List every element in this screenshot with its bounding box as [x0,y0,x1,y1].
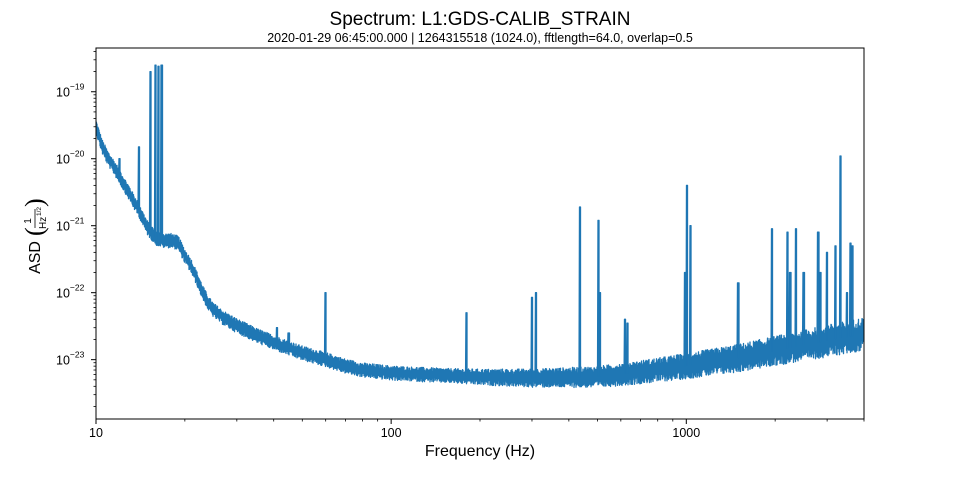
y-tick-label: 10−23 [56,350,85,368]
y-axis-label-denominator: Hz [38,217,49,229]
asd-series-line [96,64,864,389]
y-tick-label: 10−19 [56,82,85,100]
x-tick-label: 1000 [672,426,700,440]
y-axis: 10−19 10−20 10−21 10−22 10−23 [56,51,96,407]
plot-area [95,47,865,420]
chart-title: Spectrum: L1:GDS-CALIB_STRAIN [330,9,631,30]
y-tick-label: 10−22 [56,283,85,301]
y-axis-label-numerator: 1 [23,218,34,224]
y-axis-label-denominator-exponent: 1/2 [36,207,43,216]
x-tick-label: 100 [381,426,402,440]
x-axis: 10 100 1000 [89,419,865,440]
y-axis-label-paren-open: ( [20,227,49,236]
y-tick-label: 10−21 [56,216,85,234]
y-axis-label: ASD ( 1 Hz 1/2 ) [20,198,49,274]
y-tick-label: 10−20 [56,149,85,167]
x-axis-label: Frequency (Hz) [425,443,535,460]
y-axis-label-paren-close: ) [20,198,49,207]
chart-subtitle: 2020-01-29 06:45:00.000 | 1264315518 (10… [267,31,693,45]
x-tick-label: 10 [89,426,103,440]
y-axis-label-text: ASD [27,241,44,274]
